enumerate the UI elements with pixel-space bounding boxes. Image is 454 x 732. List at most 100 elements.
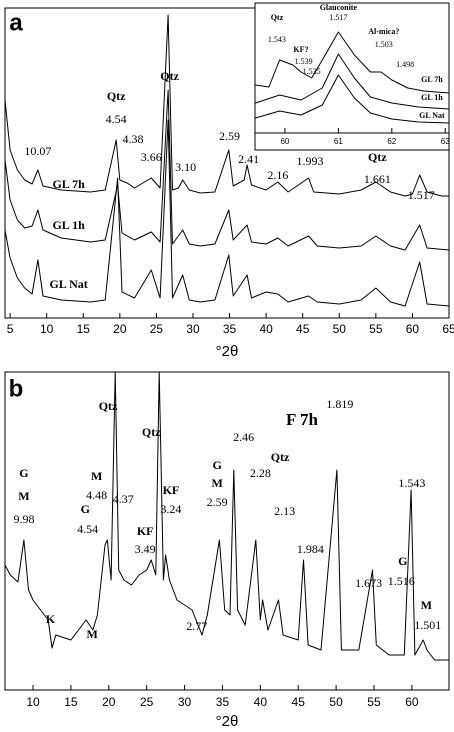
annotation: G <box>19 466 28 480</box>
annotation: 1.501 <box>414 618 441 632</box>
x-axis-label: °2θ <box>216 713 239 730</box>
annotation: 2.77 <box>186 619 207 633</box>
panel-label: b <box>9 375 24 402</box>
x-tick-label: 15 <box>77 322 91 336</box>
annotation: 3.10 <box>175 160 196 174</box>
chart-panel: 10 15 20 25 30 35 40 45 50 55 60°2θbGM9.98KMM4.48G… <box>4 371 450 730</box>
plot-frame <box>254 2 450 151</box>
x-tick-label: 60 <box>406 322 420 336</box>
annotation: 3.24 <box>160 502 181 516</box>
x-tick-label: 55 <box>367 695 381 709</box>
annotation: 1.673 <box>355 576 382 590</box>
x-tick-label: 15 <box>64 695 78 709</box>
annotation: KF <box>137 524 154 538</box>
annotation: Al-mica? <box>368 27 399 36</box>
trace <box>5 14 449 197</box>
plot-frame <box>4 371 450 691</box>
annotation: Glauconite <box>320 3 358 12</box>
x-tick-label: 10 <box>40 322 54 336</box>
annotation: Qtz <box>107 89 126 103</box>
x-tick-label: 5 <box>7 322 14 336</box>
trace <box>255 31 449 94</box>
annotation: M <box>421 598 432 612</box>
x-tick-label: 65 <box>442 322 454 336</box>
annotation: 1.516 <box>388 574 415 588</box>
annotation: 2.13 <box>274 504 295 518</box>
annotation: M <box>211 476 222 490</box>
annotation: 2.16 <box>267 168 288 182</box>
annotation: M <box>91 469 102 483</box>
annotation: 1.984 <box>297 542 324 556</box>
trace <box>255 53 449 110</box>
x-tick-label: 61 <box>334 137 343 146</box>
annotation: 1.661 <box>364 172 391 186</box>
annotation: 1.503 <box>375 40 393 49</box>
x-tick-label: 25 <box>150 322 164 336</box>
annotation: 2.46 <box>233 430 254 444</box>
x-tick-label: 40 <box>259 322 273 336</box>
trace <box>255 74 449 124</box>
annotation: 4.38 <box>123 132 144 146</box>
x-tick-label: 20 <box>102 695 116 709</box>
annotation: GL 1h <box>421 93 443 102</box>
x-tick-label: 35 <box>216 695 230 709</box>
x-tick-label: 60 <box>280 137 289 146</box>
x-tick-label: 63 <box>441 137 450 146</box>
annotation: 1.543 <box>398 476 425 490</box>
x-tick-label: 10 <box>26 695 40 709</box>
annotation: GL 7h <box>421 75 443 84</box>
x-tick-label: 60 <box>405 695 419 709</box>
annotation: 1.498 <box>396 60 414 69</box>
annotation: G <box>398 554 407 568</box>
x-tick-label: 50 <box>329 695 343 709</box>
x-tick-label: 30 <box>178 695 192 709</box>
annotation: 1.543 <box>268 35 286 44</box>
x-tick-label: 50 <box>333 322 347 336</box>
x-tick-label: 40 <box>254 695 268 709</box>
annotation: 4.37 <box>113 492 134 506</box>
annotation: 4.54 <box>77 522 98 536</box>
panel-label: a <box>9 9 23 36</box>
annotation: Qtz <box>368 150 387 164</box>
annotation: M <box>18 489 29 503</box>
annotation: 1.819 <box>326 397 353 411</box>
annotation: Qtz <box>271 450 290 464</box>
annotation: 2.59 <box>207 495 228 509</box>
annotation: G <box>212 458 221 472</box>
annotation: 4.48 <box>86 488 107 502</box>
annotation: 1.517 <box>408 188 435 202</box>
x-tick-label: 20 <box>113 322 127 336</box>
annotation: 4.54 <box>106 112 127 126</box>
annotation: 1.539 <box>295 57 313 66</box>
x-tick-label: 25 <box>140 695 154 709</box>
annotation: 1.993 <box>297 154 324 168</box>
annotation: 2.28 <box>250 466 271 480</box>
annotation: M <box>86 627 97 641</box>
annotation: 1.535 <box>303 67 321 76</box>
annotation: 2.41 <box>238 152 259 166</box>
x-tick-label: 45 <box>296 322 310 336</box>
annotation: 9.98 <box>13 512 34 526</box>
x-tick-label: 45 <box>292 695 306 709</box>
x-tick-label: 62 <box>387 137 396 146</box>
annotation: 10.07 <box>24 144 51 158</box>
annotation: KF <box>163 483 180 497</box>
x-tick-label: 30 <box>186 322 200 336</box>
x-axis-label: °2θ <box>216 343 239 360</box>
annotation: Qtz <box>99 399 118 413</box>
trace <box>5 119 449 307</box>
annotation: GL 1h <box>52 218 85 232</box>
annotation: Qtz <box>271 13 284 22</box>
annotation: F 7h <box>286 410 319 429</box>
annotation: GL 7h <box>52 177 85 191</box>
annotation: G <box>81 502 90 516</box>
trace <box>5 372 449 661</box>
annotation: Qtz <box>160 69 179 83</box>
annotation: Qtz <box>142 425 161 439</box>
annotation: GL Nat <box>49 277 87 291</box>
trace <box>5 89 449 251</box>
annotation: 3.66 <box>141 150 162 164</box>
x-tick-label: 55 <box>369 322 383 336</box>
annotation: 1.517 <box>329 13 347 22</box>
